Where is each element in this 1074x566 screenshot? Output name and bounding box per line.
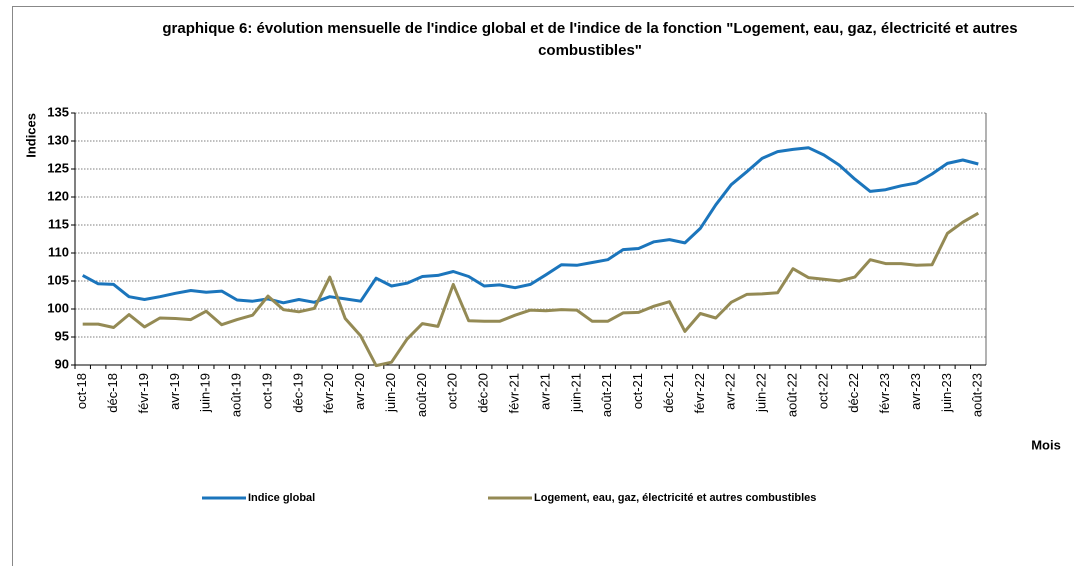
x-tick-label: août-19 bbox=[229, 373, 244, 417]
y-tick-label: 110 bbox=[48, 244, 69, 259]
y-tick-label: 135 bbox=[47, 104, 69, 119]
x-tick-label: févr-23 bbox=[877, 373, 892, 413]
x-tick-label: août-21 bbox=[599, 373, 614, 417]
x-tick-label: déc-21 bbox=[661, 373, 676, 413]
series-line bbox=[81, 146, 979, 305]
x-tick-label: oct-20 bbox=[445, 373, 460, 409]
legend-label: Logement, eau, gaz, électricité et autre… bbox=[534, 492, 816, 504]
x-tick-label: juin-21 bbox=[568, 373, 583, 413]
frame bbox=[12, 6, 1074, 566]
x-tick-label: avr-22 bbox=[723, 373, 738, 410]
legend-label: Indice global bbox=[248, 492, 315, 504]
x-tick-label: juin-20 bbox=[383, 373, 398, 413]
y-tick-label: 120 bbox=[47, 188, 69, 203]
x-tick-label: oct-19 bbox=[259, 373, 274, 409]
x-tick-label: déc-22 bbox=[846, 373, 861, 413]
x-tick-label: avr-20 bbox=[352, 373, 367, 410]
x-tick-label: avr-21 bbox=[537, 373, 552, 410]
x-tick-label: août-20 bbox=[414, 373, 429, 417]
y-tick-label: 125 bbox=[47, 160, 69, 175]
y-axis-label: Indices bbox=[23, 113, 38, 158]
x-tick-label: déc-19 bbox=[290, 373, 305, 413]
y-tick-label: 130 bbox=[47, 132, 69, 147]
y-tick-label: 105 bbox=[47, 272, 69, 287]
series-line bbox=[82, 211, 980, 368]
x-tick-label: févr-22 bbox=[692, 373, 707, 413]
x-tick-label: oct-18 bbox=[74, 373, 89, 409]
x-tick-label: oct-21 bbox=[630, 373, 645, 409]
x-tick-label: avr-23 bbox=[908, 373, 923, 410]
x-axis-label: Mois bbox=[1031, 437, 1061, 452]
x-tick-label: juin-19 bbox=[198, 373, 213, 413]
y-tick-label: 115 bbox=[48, 216, 69, 231]
x-tick-label: févr-19 bbox=[136, 373, 151, 413]
x-tick-label: déc-20 bbox=[476, 373, 491, 413]
y-tick-label: 90 bbox=[55, 356, 69, 371]
y-tick-label: 100 bbox=[47, 300, 69, 315]
x-tick-label: août-22 bbox=[784, 373, 799, 417]
x-tick-label: oct-22 bbox=[815, 373, 830, 409]
y-tick-label: 95 bbox=[55, 328, 69, 343]
x-tick-label: juin-22 bbox=[754, 373, 769, 413]
x-tick-label: févr-20 bbox=[321, 373, 336, 413]
x-tick-label: avr-19 bbox=[167, 373, 182, 410]
x-tick-label: févr-21 bbox=[506, 373, 521, 413]
x-tick-label: déc-18 bbox=[105, 373, 120, 413]
x-tick-label: juin-23 bbox=[939, 373, 954, 413]
x-tick-label: août-23 bbox=[970, 373, 985, 417]
chart-title: graphique 6: évolution mensuelle de l'in… bbox=[162, 20, 1018, 59]
